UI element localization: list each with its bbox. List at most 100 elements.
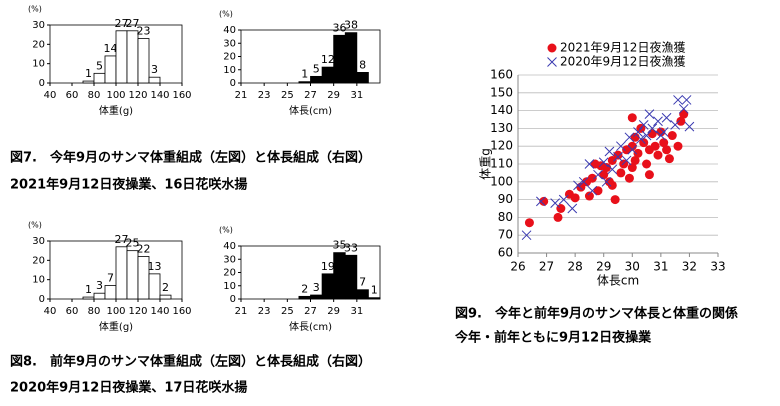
value-label: 2 [301, 282, 308, 295]
y-tick-label: 130 [490, 121, 513, 135]
y-axis-label: 体重g [479, 148, 493, 180]
point [593, 169, 603, 180]
legend-marker [547, 43, 557, 53]
bar [82, 296, 95, 300]
y-tick-label: 100 [490, 174, 513, 188]
point [524, 218, 534, 228]
y-tick-label: 140 [490, 103, 513, 117]
value-label: 1 [85, 67, 92, 80]
x-tick-label: 21 [235, 306, 248, 317]
x-tick-label: 40 [44, 90, 57, 101]
y-tick-label: 0 [39, 294, 45, 305]
y-tick-label: 110 [490, 157, 513, 171]
value-label: 22 [137, 242, 151, 255]
y-tick-label: 40 [223, 25, 236, 36]
bar [344, 254, 358, 300]
point [638, 119, 649, 130]
x-axis-label: 体長(cm) [289, 321, 332, 333]
value-label: 5 [96, 59, 103, 72]
bar [115, 30, 128, 84]
x-tick-label: 23 [258, 306, 271, 317]
y-tick-label: 90 [498, 192, 513, 206]
x-tick-label: 33 [710, 260, 725, 274]
point [550, 198, 560, 209]
value-label: 3 [151, 63, 158, 76]
point [598, 157, 609, 168]
point [664, 154, 674, 164]
point [673, 95, 683, 105]
value-label: 5 [313, 62, 320, 75]
x-tick-label: 100 [106, 306, 125, 317]
x-tick-label: 80 [88, 90, 101, 101]
value-label: 1 [371, 284, 378, 297]
bar [93, 292, 106, 300]
x-tick-label: 29 [596, 260, 611, 274]
x-tick-label: 27 [539, 260, 554, 274]
bar [356, 72, 369, 84]
bar [159, 294, 172, 300]
value-label: 12 [321, 53, 335, 66]
value-label: 27 [126, 17, 140, 30]
point [587, 185, 598, 196]
point [558, 194, 569, 205]
x-tick-label: 27 [304, 306, 317, 317]
bar [104, 285, 117, 300]
bar [356, 289, 369, 300]
value-label: 2 [162, 281, 169, 294]
point [621, 155, 632, 166]
y-tick-label: 30 [32, 236, 45, 247]
y-tick-label: 30 [223, 254, 236, 265]
point [676, 116, 686, 126]
point [553, 212, 563, 222]
bar [310, 75, 323, 84]
point [573, 180, 583, 191]
point [613, 150, 623, 160]
x-tick-label: 25 [281, 90, 294, 101]
point [658, 127, 669, 137]
caption: 2021年9月12日夜操業、16日花咲水揚 [10, 177, 247, 193]
y-tick-label: 10 [223, 281, 236, 292]
bar [82, 80, 95, 84]
y-unit: (%) [28, 5, 42, 14]
y-tick-label: 0 [230, 78, 236, 89]
bar [148, 76, 161, 84]
point [650, 141, 660, 151]
point [604, 146, 615, 157]
legend-label: 2021年9月12日夜漁獲 [560, 40, 685, 55]
point [653, 150, 663, 160]
point [584, 191, 594, 201]
point [607, 164, 618, 175]
y-tick-label: 70 [498, 228, 513, 242]
bar [137, 38, 150, 84]
y-tick-label: 0 [230, 294, 236, 305]
y-tick-label: 150 [490, 85, 513, 99]
bar [126, 250, 139, 300]
x-tick-label: 80 [88, 306, 101, 317]
point [681, 95, 692, 105]
value-label: 27 [115, 233, 129, 246]
y-tick-label: 30 [32, 20, 45, 31]
point [567, 203, 578, 214]
bar [298, 81, 311, 84]
y-tick-label: 10 [223, 65, 236, 76]
point [659, 138, 669, 148]
point [578, 176, 589, 187]
point [641, 130, 652, 141]
x-tick-label: 60 [66, 306, 79, 317]
x-axis-label: 体重(g) [99, 104, 133, 117]
point [644, 170, 654, 180]
point [607, 155, 617, 165]
point [627, 141, 637, 151]
x-tick-label: 140 [150, 90, 169, 101]
bar [321, 273, 335, 300]
value-label: 7 [107, 271, 114, 284]
value-label: 7 [359, 276, 366, 289]
y-tick-label: 30 [223, 38, 236, 49]
x-tick-label: 31 [350, 90, 363, 101]
point [624, 132, 635, 143]
y-tick-label: 40 [223, 241, 236, 252]
bar [368, 297, 381, 300]
x-tick-label: 120 [128, 306, 147, 317]
x-tick-label: 140 [150, 306, 169, 317]
point [670, 119, 680, 130]
